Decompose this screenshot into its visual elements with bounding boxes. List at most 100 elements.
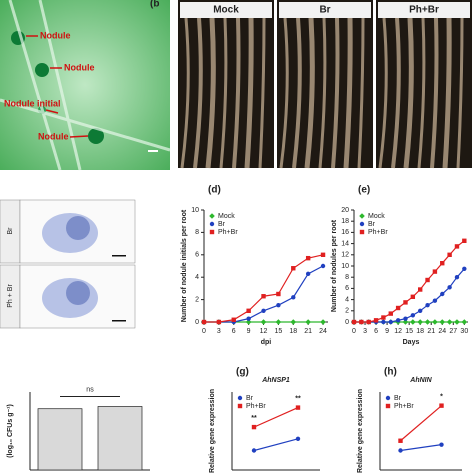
marker — [381, 315, 386, 320]
panel-label: (e) — [358, 185, 370, 196]
marker — [366, 319, 371, 325]
y-tick-label: 8 — [195, 229, 199, 236]
legend-label: Br — [394, 395, 402, 402]
photo-header-label: Mock — [213, 5, 239, 16]
panel-label: (b — [150, 0, 159, 10]
marker — [462, 238, 467, 243]
annotation: ** — [251, 415, 257, 422]
charts: (d) Number of nodule initials per root dpi… — [7, 185, 468, 473]
marker — [398, 438, 403, 443]
scale-bar — [112, 255, 126, 257]
marker — [410, 294, 416, 299]
marker — [454, 244, 460, 249]
root — [219, 17, 228, 169]
x-tick-label: 15 — [275, 328, 283, 335]
panel-label: (d) — [208, 185, 221, 196]
marker — [260, 319, 267, 325]
marker — [373, 318, 379, 323]
marker — [388, 311, 393, 316]
series-line — [354, 268, 465, 323]
marker — [251, 424, 257, 430]
y-tick-label: 12 — [341, 252, 349, 259]
marker — [320, 252, 326, 257]
y-tick-label: 8 — [345, 274, 349, 281]
root — [343, 17, 353, 169]
root — [378, 17, 388, 169]
legend-label: Br — [218, 221, 226, 228]
y-tick-label: 6 — [195, 252, 199, 259]
section-nodule — [66, 281, 90, 305]
root — [417, 17, 426, 169]
marker — [291, 266, 296, 271]
label: Nodule — [40, 30, 71, 40]
y-axis-label: Relative gene expression — [209, 389, 216, 473]
chart-title: AhNSP1 — [261, 377, 290, 384]
root — [357, 17, 365, 169]
marker — [359, 213, 365, 219]
x-tick-label: 12 — [260, 328, 268, 335]
root — [244, 17, 254, 169]
marker — [295, 436, 301, 441]
marker — [209, 213, 215, 219]
root — [258, 17, 266, 169]
root — [442, 17, 452, 169]
annotation: * — [440, 393, 443, 400]
panel-b: (b Mock Br Ph+Br — [150, 0, 472, 169]
legend-label: Mock — [368, 213, 385, 220]
bar — [37, 408, 83, 471]
legend-label: Ph+Br — [246, 403, 266, 410]
marker — [209, 221, 215, 227]
y-axis-label: (log₁₀ CFUs g⁻¹) — [7, 404, 14, 458]
marker — [440, 291, 445, 297]
marker — [402, 319, 409, 325]
marker — [454, 319, 460, 325]
y-tick-label: 0 — [195, 319, 199, 326]
y-axis-label: Number of nodules per root — [331, 219, 338, 312]
marker — [381, 319, 386, 325]
scale-bar — [112, 320, 126, 322]
panel-label: (g) — [236, 367, 249, 378]
marker — [216, 319, 222, 325]
root — [430, 17, 439, 169]
micrograph — [0, 0, 170, 170]
y-tick-label: 6 — [345, 285, 349, 292]
x-tick-label: 3 — [217, 328, 221, 335]
root — [456, 17, 464, 169]
marker — [447, 285, 452, 290]
marker — [291, 295, 296, 300]
y-tick-label: 2 — [345, 308, 349, 315]
root — [318, 17, 327, 169]
marker — [425, 303, 430, 308]
root — [205, 17, 216, 169]
marker — [290, 319, 297, 325]
marker — [305, 319, 311, 325]
y-tick-label: 14 — [341, 240, 349, 247]
photo-header — [378, 2, 470, 18]
marker — [261, 294, 266, 299]
root — [193, 17, 203, 169]
x-tick-label: 18 — [416, 328, 424, 335]
root — [232, 17, 241, 169]
x-tick-label: 27 — [449, 328, 457, 335]
marker — [439, 319, 446, 325]
x-tick-label: 21 — [304, 328, 312, 335]
label: Nodule — [64, 62, 95, 72]
marker — [237, 403, 243, 409]
panel-label: (h) — [384, 367, 397, 378]
marker — [395, 318, 401, 323]
y-tick-label: 0 — [345, 319, 349, 326]
marker — [447, 252, 452, 257]
x-tick-label: 24 — [319, 328, 327, 335]
marker — [424, 319, 431, 325]
marker — [246, 316, 251, 321]
photo-header — [180, 2, 272, 18]
x-tick-label: 9 — [247, 328, 251, 335]
series-line — [204, 265, 324, 323]
marker — [261, 308, 266, 313]
marker — [432, 269, 438, 274]
series-line — [400, 405, 442, 442]
legend-label: Ph+Br — [218, 229, 238, 236]
marker — [410, 319, 416, 325]
root — [304, 17, 315, 169]
